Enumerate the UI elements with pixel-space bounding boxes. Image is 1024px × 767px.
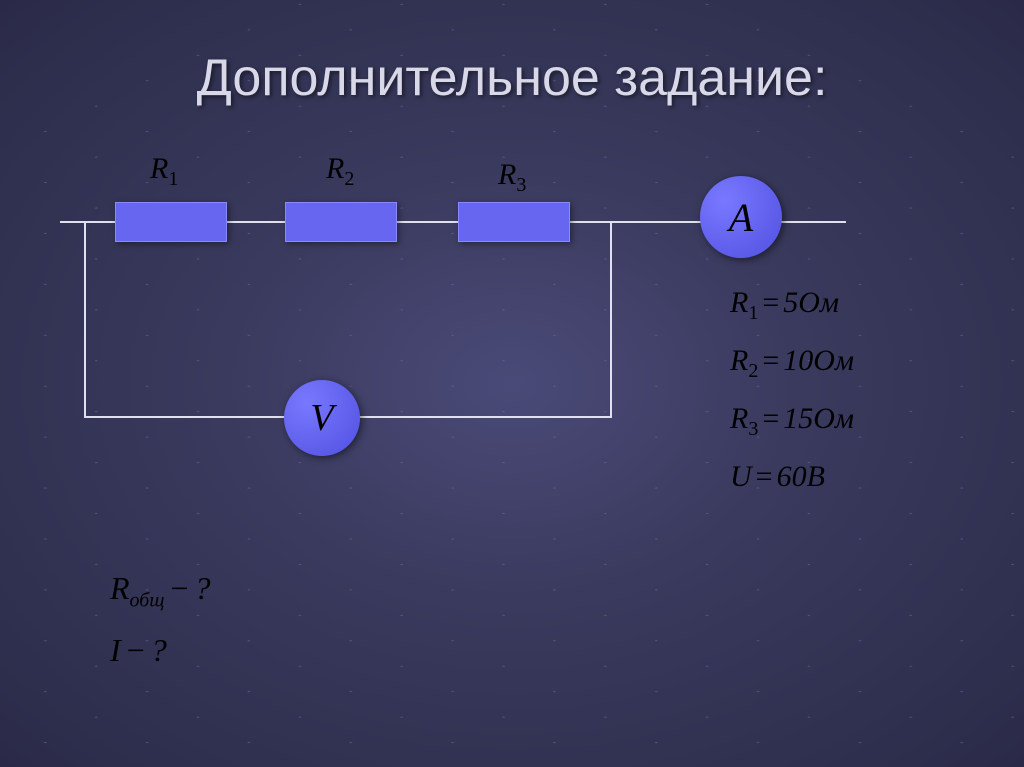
resistor-r2 [285, 202, 397, 242]
wire [570, 221, 704, 223]
resistor-r3-label: R3 [498, 158, 526, 197]
given-r3: R3=15Ом [730, 401, 854, 441]
circuit-diagram: R1 R2 R3 A V [60, 140, 840, 460]
ammeter: A [700, 176, 782, 258]
wire [84, 221, 86, 418]
given-r1: R1=5Ом [730, 285, 854, 325]
wire [227, 221, 285, 223]
wire [60, 221, 115, 223]
wire [397, 221, 458, 223]
resistor-r2-label: R2 [326, 152, 354, 191]
given-values: R1=5Ом R2=10Ом R3=15Ом U=60В [730, 285, 854, 513]
voltmeter: V [284, 380, 360, 456]
find-values: Rобщ−? I−? [110, 570, 211, 689]
find-i: I−? [110, 632, 211, 669]
wire [358, 416, 612, 418]
given-r2: R2=10Ом [730, 343, 854, 383]
slide-title: Дополнительное задание: [0, 48, 1024, 108]
wire [84, 416, 286, 418]
resistor-r3 [458, 202, 570, 242]
resistor-r1 [115, 202, 227, 242]
wire [778, 221, 846, 223]
resistor-r1-label: R1 [150, 152, 178, 191]
find-rtotal: Rобщ−? [110, 570, 211, 612]
wire [610, 221, 612, 418]
given-u: U=60В [730, 459, 854, 495]
